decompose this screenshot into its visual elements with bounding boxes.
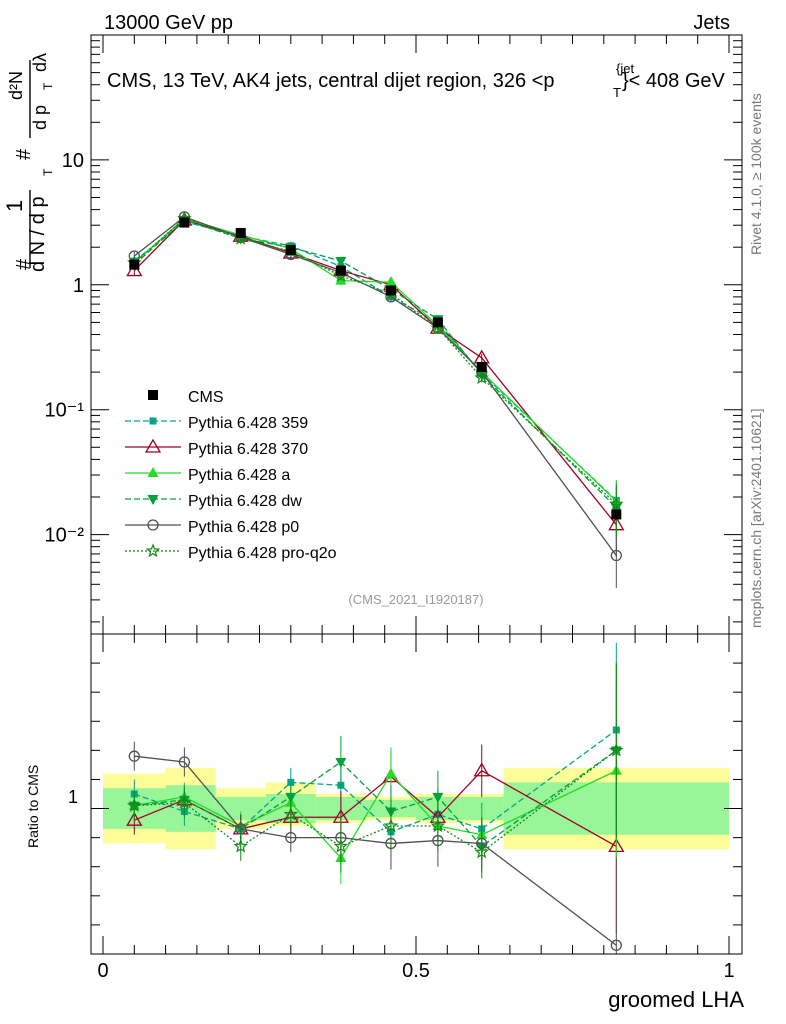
x-tick-label-0: 0	[97, 960, 108, 982]
data-point	[432, 317, 443, 328]
ylabel-one: 1	[2, 200, 27, 212]
ratio-point-pp0	[610, 939, 622, 951]
legend-marker-cms	[148, 390, 158, 400]
ylabel-dn: d N / d p	[27, 196, 49, 272]
legend-marker	[145, 543, 161, 558]
point-pa	[385, 276, 397, 287]
ratio-point-pdw	[432, 792, 444, 803]
ratio-point-pa	[385, 767, 397, 778]
ratio-point-p370	[473, 762, 490, 777]
data-point	[235, 227, 246, 238]
x-tick-label-1: 1	[723, 960, 734, 982]
ratio-axis-ticks	[91, 633, 742, 955]
y-tick-label: 10⁻²	[45, 525, 85, 547]
ratio-point-pp0	[285, 831, 297, 844]
plot-title-sup: {jet	[616, 61, 634, 76]
ratio-point-pq2o	[177, 795, 192, 809]
energy-label: 13000 GeV pp	[104, 12, 233, 34]
category-label: Jets	[693, 12, 730, 34]
ratio-uncertainty-bands	[103, 767, 729, 850]
x-axis-label: groomed LHA	[608, 987, 744, 1012]
data-point	[179, 217, 190, 228]
ylabel-hash2: #	[13, 148, 35, 160]
plot-title-main: CMS, 13 TeV, AK4 jets, central dijet reg…	[107, 70, 555, 92]
ylabel-sub-t: T	[41, 168, 55, 176]
plot-title: CMS, 13 TeV, AK4 jets, central dijet reg…	[107, 70, 555, 92]
data-point	[285, 244, 296, 255]
series-line-pa	[133, 217, 617, 502]
legend: CMS Pythia 6.428 359 Pythia 6.428 370 Pythi…	[125, 389, 337, 562]
series-line-p359	[133, 220, 617, 501]
point-pdw	[335, 257, 347, 268]
data-point	[611, 509, 622, 520]
ylabel-d2n: d²N	[6, 71, 26, 100]
series-line-pdw	[133, 219, 617, 508]
ratio-point-pq2o	[333, 838, 349, 853]
y-tick-label: 10	[62, 150, 84, 172]
ratio-point-pq2o	[233, 838, 248, 853]
data-point	[335, 265, 346, 276]
legend-marker	[149, 417, 157, 425]
series-line-pq2o	[133, 217, 617, 505]
ratio-point-p370	[126, 811, 143, 826]
ratio-series-layer	[126, 642, 625, 954]
ylabel-sub-t2: T	[41, 82, 55, 90]
y-tick-label: 1	[73, 275, 84, 297]
ratio-point-pp0	[128, 750, 140, 762]
legend-marker	[147, 519, 159, 531]
ylabel-dlam: dλ	[30, 53, 50, 72]
ratio-point-pp0	[178, 756, 191, 768]
legend-entry-label: Pythia 6.428 359	[188, 415, 308, 432]
ratio-y-tick-1: 1	[68, 787, 78, 807]
ratio-point-pq2o	[609, 742, 624, 757]
ratio-point-pq2o	[127, 797, 142, 812]
mcplots-label: mcplots.cern.ch [arXiv:2401.10621]	[748, 409, 764, 628]
data-point	[385, 285, 396, 296]
data-point	[129, 259, 140, 270]
point-pq2o	[474, 370, 489, 385]
legend-entry-label: Pythia 6.428 370	[188, 441, 308, 458]
plot-title-sub: T	[613, 85, 621, 100]
ylabel-dpt: d p	[30, 105, 50, 130]
legend-entry-label: Pythia 6.428 dw	[188, 493, 302, 510]
point-pq2o	[609, 496, 624, 511]
data-point	[476, 361, 487, 372]
main-y-axis-label: # 1 d N / d p T # d²N d p T dλ	[2, 53, 55, 272]
legend-entry-label: Pythia 6.428 pro-q2o	[188, 545, 337, 562]
legend-marker	[147, 495, 159, 505]
y-tick-label: 10⁻¹	[45, 400, 85, 422]
ratio-point-pdw	[285, 792, 297, 803]
point-pp0	[610, 549, 622, 562]
legend-marker	[147, 467, 159, 477]
analysis-id: (CMS_2021_I1920187)	[348, 592, 483, 607]
ratio-point-pq2o	[283, 806, 299, 821]
ratio-y-axis-label: Ratio to CMS	[25, 765, 41, 848]
ratio-point-pq2o	[474, 844, 489, 859]
ratio-point-pq2o	[430, 818, 446, 833]
plot-title-end: }< 408 GeV	[622, 70, 726, 92]
legend-entry-label: CMS	[188, 389, 224, 406]
main-axis-ticks	[91, 34, 742, 634]
main-series-layer	[126, 210, 625, 588]
ratio-point-pdw	[335, 758, 347, 768]
legend-marker	[144, 438, 162, 453]
rivet-version-label: Rivet 4.1.0, ≥ 100k events	[748, 93, 764, 255]
x-tick-label-0.5: 0.5	[402, 960, 430, 982]
legend-entry-label: Pythia 6.428 p0	[188, 519, 299, 536]
legend-entry-label: Pythia 6.428 a	[188, 467, 290, 484]
main-y-tick-labels: 10⁻² 10⁻¹ 1 10	[45, 150, 85, 547]
ratio-point-pq2o	[383, 818, 399, 833]
